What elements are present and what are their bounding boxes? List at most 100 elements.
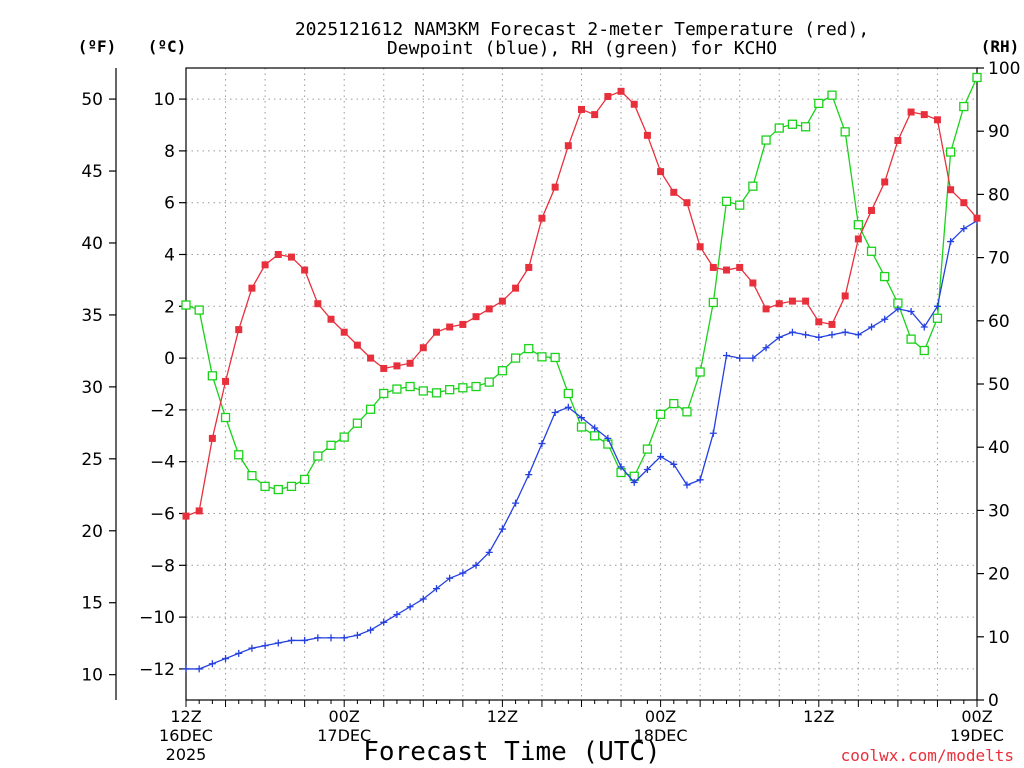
temperature-series <box>182 87 981 520</box>
dewpoint-point <box>538 440 546 448</box>
rh-point <box>669 398 679 409</box>
temperature-point <box>261 261 269 269</box>
dewpoint-point <box>498 525 506 533</box>
temperature-point <box>762 305 770 313</box>
credit-text: coolwx.com/modelts <box>841 746 1014 765</box>
temperature-point <box>380 364 388 372</box>
rh-point <box>708 297 718 308</box>
rh-point <box>761 135 771 145</box>
celsius-tick-label: 8 <box>164 142 175 162</box>
rh-point <box>207 371 218 381</box>
fahrenheit-tick-label: 50 <box>81 90 103 110</box>
dewpoint-point <box>274 639 282 647</box>
rh-point <box>458 383 468 393</box>
temperature-point <box>235 326 243 334</box>
rh-point <box>247 470 257 481</box>
rh-point <box>695 367 705 377</box>
time-tick-day-label: 16DEC <box>159 726 213 745</box>
rh-point <box>642 444 653 454</box>
rh-point <box>563 388 573 399</box>
celsius-tick-label: −6 <box>150 505 175 525</box>
rh-point <box>880 271 890 282</box>
dewpoint-point <box>683 481 691 489</box>
temperature-point <box>709 263 717 271</box>
dewpoint-point <box>380 618 388 626</box>
temperature-point <box>788 297 796 305</box>
dewpoint-point <box>578 414 585 422</box>
temperature-point <box>578 105 585 113</box>
dewpoint-point <box>367 626 375 634</box>
temperature-point <box>868 206 876 214</box>
fahrenheit-tick-label: 30 <box>81 378 103 398</box>
rh-point <box>840 127 850 137</box>
temperature-point <box>696 243 704 251</box>
dewpoint-point <box>393 611 401 619</box>
temperature-point <box>907 108 915 116</box>
dewpoint-point <box>960 225 968 233</box>
celsius-tick-label: 2 <box>164 297 175 317</box>
temperature-point <box>406 359 414 367</box>
rh-point <box>576 422 587 432</box>
temperature-point <box>960 199 968 207</box>
dewpoint-point <box>788 328 796 336</box>
temperature-point <box>920 111 928 119</box>
dewpoint-point <box>287 636 295 644</box>
fahrenheit-tick-label: 15 <box>81 594 103 614</box>
temperature-point <box>538 214 546 222</box>
rh-point <box>273 484 283 495</box>
time-tick-label: 12Z <box>487 707 518 726</box>
fahrenheit-tick-label: 35 <box>81 306 103 326</box>
fahrenheit-tick-label: 25 <box>81 450 103 470</box>
dewpoint-point <box>472 561 480 569</box>
rh-tick-label: 100 <box>988 59 1020 79</box>
rh-point <box>748 181 758 191</box>
time-tick-year-label: 2025 <box>166 745 207 764</box>
rh-point <box>524 343 534 354</box>
temperature-point <box>775 300 783 308</box>
dewpoint-point <box>907 307 915 315</box>
temperature-point <box>353 341 361 349</box>
dewpoint-point <box>775 333 783 341</box>
rh-point <box>194 305 204 315</box>
rh-tick-label: 50 <box>988 375 1010 395</box>
rh-point <box>550 352 560 363</box>
dewpoint-point <box>617 463 625 471</box>
rh-point <box>418 386 428 396</box>
celsius-tick-label: −10 <box>139 608 175 628</box>
temperature-point <box>446 323 454 331</box>
dewpoint-point <box>406 603 414 611</box>
celsius-tick-label: 6 <box>164 194 175 214</box>
dewpoint-point <box>604 434 612 442</box>
dewpoint-point <box>709 429 717 437</box>
rh-point <box>299 474 310 485</box>
temperature-point <box>947 186 955 194</box>
rh-tick-label: 10 <box>988 628 1010 648</box>
series-layer <box>181 72 982 673</box>
temperature-point <box>630 100 638 108</box>
temperature-point <box>894 137 902 145</box>
time-tick-day-label: 18DEC <box>634 726 688 745</box>
rh-tick-label: 70 <box>988 249 1010 269</box>
rh-point <box>853 220 863 230</box>
rh-point <box>814 98 824 109</box>
dewpoint-point <box>815 333 823 341</box>
time-tick-label: 00Z <box>329 707 360 726</box>
rh-point <box>260 481 270 492</box>
dewpoint-point <box>485 548 493 556</box>
dewpoint-point <box>446 574 454 582</box>
dewpoint-point <box>301 636 309 644</box>
temperature-point <box>498 297 506 305</box>
time-tick-label: 12Z <box>170 707 201 726</box>
rh-point <box>286 481 297 492</box>
temperature-point <box>736 263 744 271</box>
temperature-point <box>973 214 981 222</box>
rh-point <box>827 90 837 100</box>
celsius-tick-label: −8 <box>150 556 175 576</box>
rh-tick-label: 80 <box>988 185 1010 205</box>
fahrenheit-axis: 10 15 20 25 30 35 40 45 50 <box>81 90 116 686</box>
rh-point <box>774 123 784 133</box>
temperature-point <box>933 116 941 124</box>
dewpoint-point <box>696 476 704 484</box>
rh-point <box>352 418 363 428</box>
